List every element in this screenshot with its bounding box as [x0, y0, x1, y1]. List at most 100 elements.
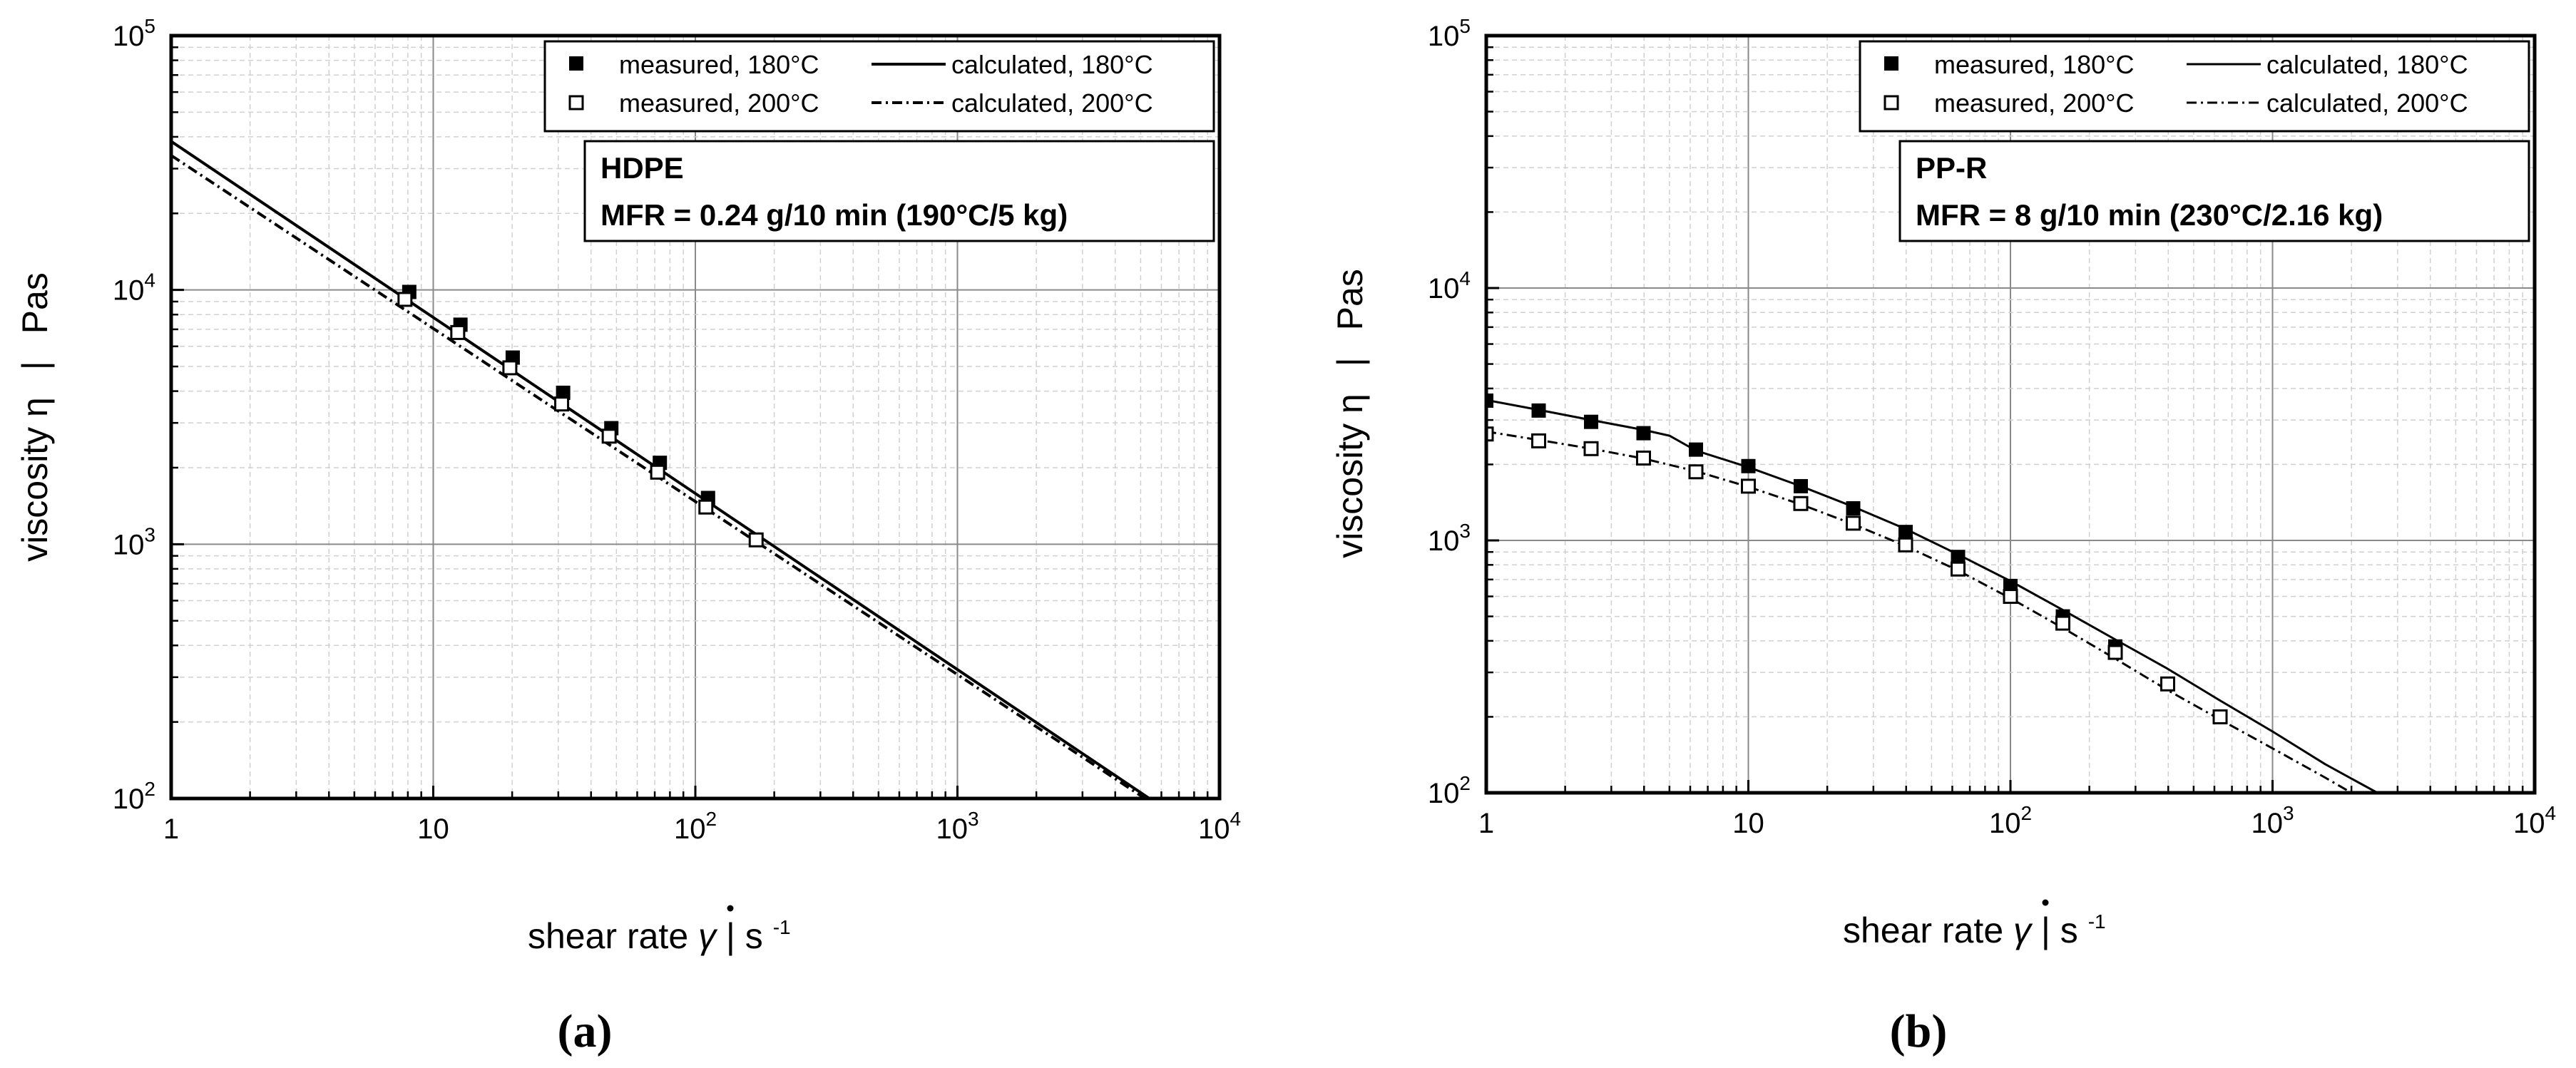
x-axis-label-a: shear rate γ | s -1 — [528, 905, 791, 956]
y-axis-label-quantity-a: viscosity η — [15, 397, 55, 562]
x-tick-label: 103 — [936, 808, 978, 845]
x-tick-label: 1 — [1478, 808, 1494, 839]
info-box-frame-a — [583, 140, 1215, 242]
x-axis-label-quantity-b: shear rate — [1843, 910, 2013, 950]
data-point-measured-200 — [502, 360, 518, 376]
tick-labels-a: 1 10 102 103 104 102 103 104 105 — [113, 15, 1241, 845]
data-point-measured-180 — [1636, 426, 1651, 441]
legend-box-b — [1859, 40, 2530, 133]
y-axis-label-a: viscosity η | Pas — [15, 272, 55, 562]
tick-labels-b: 1 10 102 103 104 102 103 104 105 — [1428, 15, 2556, 839]
data-point-measured-180 — [1794, 478, 1809, 493]
y-axis-label-unit-a: Pas — [15, 272, 55, 334]
legend-marker-open-a — [568, 95, 584, 111]
data-point-measured-200 — [1951, 561, 1966, 577]
y-axis-label-text-a: viscosity η | Pas — [15, 272, 55, 562]
legend-label-calculated-200-a: calculated, 200°C — [951, 88, 1153, 118]
y-tick-label: 103 — [1428, 520, 1471, 557]
data-point-measured-200 — [2003, 589, 2018, 605]
data-point-measured-180 — [1846, 501, 1861, 516]
x-axis-label-symbol-b: γ — [2013, 910, 2033, 950]
legend-label-measured-180-b: measured, 180°C — [1934, 50, 2135, 79]
material-name-a: HDPE — [600, 151, 684, 185]
data-point-measured-200 — [1688, 464, 1704, 480]
gamma-dot-b — [2042, 899, 2049, 906]
data-point-measured-200 — [1635, 450, 1651, 466]
y-tick-label: 105 — [1428, 15, 1471, 52]
data-point-measured-200 — [1846, 515, 1861, 531]
legend-marker-filled-b — [1884, 56, 1898, 71]
data-point-measured-200 — [2160, 676, 2175, 692]
x-tick-label: 10 — [1732, 808, 1764, 839]
x-axis-label-text-a: shear rate γ | s -1 — [528, 916, 791, 956]
data-point-measured-180 — [1741, 458, 1756, 473]
mfr-text-b: MFR = 8 g/10 min (230°C/2.16 kg) — [1916, 198, 2383, 232]
x-axis-label-text-b: shear rate γ | s -1 — [1843, 910, 2106, 950]
data-point-measured-200 — [397, 292, 413, 307]
data-point-measured-200 — [1486, 426, 1494, 442]
data-point-measured-180 — [1486, 393, 1493, 408]
ticks-b — [1485, 46, 2524, 794]
info-box-b: PP-R MFR = 8 g/10 min (230°C/2.16 kg) — [1898, 140, 2530, 242]
x-tick-label: 103 — [2251, 802, 2294, 839]
gamma-dot-a — [727, 905, 734, 912]
x-tick-label: 104 — [1198, 808, 1241, 845]
legend-a: measured, 180°C measured, 200°C calculat… — [543, 40, 1215, 133]
data-point-measured-200 — [2055, 615, 2071, 631]
panel-label-a: (a) — [558, 1005, 613, 1057]
panel-label-b: (b) — [1890, 1005, 1948, 1057]
legend-label-calculated-180-a: calculated, 180°C — [951, 50, 1153, 79]
mfr-text-a: MFR = 0.24 g/10 min (190°C/5 kg) — [600, 198, 1068, 232]
data-point-measured-180 — [1689, 442, 1704, 457]
data-point-measured-200 — [1583, 441, 1599, 456]
x-tick-label: 102 — [1989, 802, 2032, 839]
legend-marker-filled-a — [569, 56, 583, 71]
y-axis-label-text-b: viscosity η | Pas — [1330, 269, 1370, 558]
legend-label-measured-180-a: measured, 180°C — [619, 50, 819, 79]
data-point-measured-200 — [650, 464, 665, 480]
data-point-measured-200 — [554, 396, 570, 412]
legend-marker-open-b — [1884, 95, 1899, 111]
material-name-b: PP-R — [1916, 151, 1987, 185]
info-box-a: HDPE MFR = 0.24 g/10 min (190°C/5 kg) — [583, 140, 1215, 242]
x-tick-label: 104 — [2513, 802, 2556, 839]
x-axis-label-quantity-a: shear rate — [528, 916, 698, 956]
y-tick-label: 102 — [113, 778, 155, 815]
legend-label-measured-200-a: measured, 200°C — [619, 88, 819, 118]
y-tick-label: 104 — [113, 269, 155, 307]
data-point-measured-200 — [450, 324, 466, 340]
chart-panel-a: 1 10 102 103 104 102 103 104 105 measured, 180°C… — [15, 15, 1241, 1057]
legend-label-calculated-200-b: calculated, 200°C — [2266, 88, 2468, 118]
y-axis-label-unit-b: Pas — [1330, 269, 1370, 330]
x-tick-label: 10 — [417, 813, 449, 845]
series-line-calculated-200 — [1486, 430, 2352, 793]
y-axis-label-sep-a: | — [15, 361, 55, 370]
data-point-measured-180 — [1584, 414, 1599, 429]
data-point-measured-180 — [1898, 525, 1913, 540]
data-point-measured-200 — [1898, 537, 1913, 553]
series-layer-b — [1486, 393, 2381, 793]
y-tick-label: 104 — [1428, 267, 1471, 304]
x-axis-label-exp-a: -1 — [773, 916, 791, 938]
info-box-frame-b — [1898, 140, 2530, 242]
legend-label-calculated-180-b: calculated, 180°C — [2266, 50, 2468, 79]
legend-label-measured-200-b: measured, 200°C — [1934, 88, 2135, 118]
y-axis-label-quantity-b: viscosity η — [1330, 394, 1370, 558]
y-axis-label-sep-b: | — [1330, 357, 1370, 366]
x-axis-label-unit-b: | s — [2041, 910, 2078, 950]
y-axis-label-b: viscosity η | Pas — [1330, 269, 1370, 558]
x-axis-label-exp-b: -1 — [2088, 910, 2106, 933]
data-point-measured-200 — [601, 428, 617, 444]
data-point-measured-200 — [1741, 478, 1756, 494]
data-point-measured-200 — [748, 532, 764, 548]
y-tick-label: 105 — [113, 15, 155, 52]
x-axis-label-unit-a: | s — [726, 916, 763, 956]
x-axis-label-b: shear rate γ | s -1 — [1843, 899, 2106, 950]
legend-box-a — [543, 40, 1215, 133]
ticks-a — [170, 46, 1209, 800]
x-tick-label: 1 — [163, 813, 179, 845]
data-point-measured-200 — [1793, 496, 1809, 511]
series-layer-a — [171, 140, 1150, 799]
x-tick-label: 102 — [674, 808, 717, 845]
